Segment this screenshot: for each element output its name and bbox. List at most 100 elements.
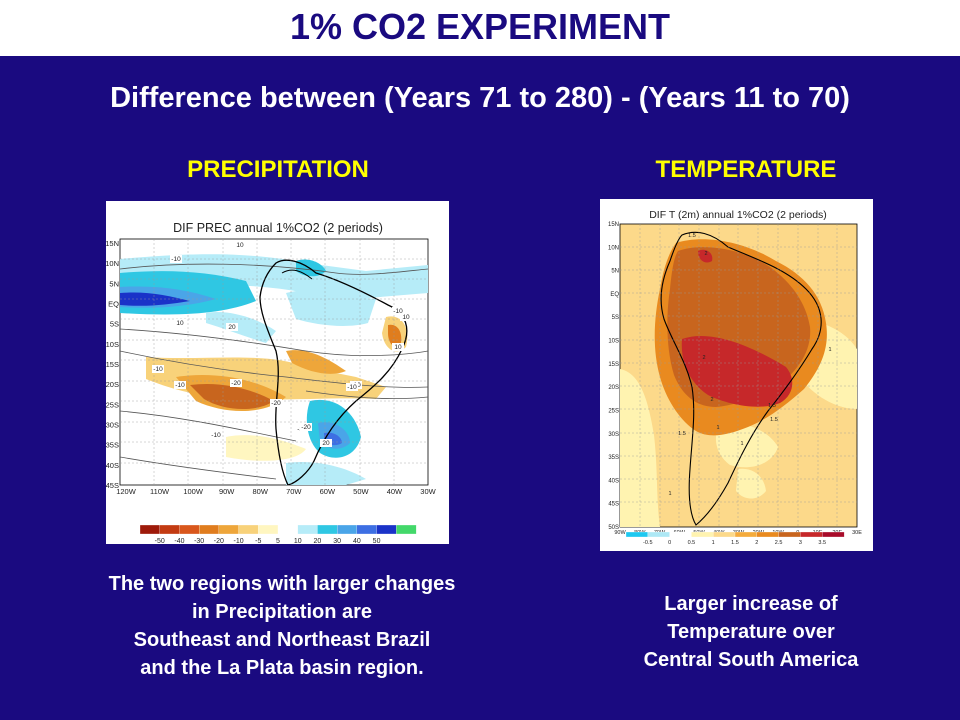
contour-label: -20 — [231, 380, 241, 387]
contour-label: 1 — [740, 441, 743, 447]
lon-tick-label: 90W — [219, 487, 235, 496]
slide-subtitle: Difference between (Years 71 to 280) - (… — [110, 82, 850, 114]
legend-swatch — [756, 531, 780, 538]
precipitation-lat-labels: 15N 10N 5N EQ 5S 10S 15S 20S 25S 30S 35S 40S 45S — [106, 239, 119, 490]
legend-label: 50 — [373, 538, 381, 544]
contour-label-bg — [270, 399, 282, 407]
lat-tick-label: EQ — [610, 292, 619, 298]
contour-label: -20 — [301, 424, 311, 431]
lon-tick-label: 30E — [852, 530, 862, 536]
lat-tick-label: 20S — [608, 385, 619, 391]
legend-label: 30 — [333, 538, 341, 544]
legend-swatch — [159, 524, 180, 535]
legend-label: -20 — [214, 538, 224, 544]
slide-title: 1% CO2 EXPERIMENT — [289, 6, 671, 47]
caption-line: Central South America — [643, 649, 859, 671]
legend-label: 20 — [314, 538, 322, 544]
legend-label: 40 — [353, 538, 361, 544]
contour-label: 1 — [668, 491, 671, 497]
lat-tick-label: 5S — [110, 320, 119, 329]
lat-tick-label: 15N — [608, 222, 619, 228]
contour-label-bg — [210, 431, 222, 439]
contour-label-bg — [226, 323, 238, 331]
precipitation-contour-labels: 10-101020-10-10-20-10-20-10-2010-10-1020… — [152, 241, 412, 447]
legend-label: 1 — [712, 540, 715, 546]
legend-label: 0 — [668, 540, 671, 546]
lat-tick-label: 10S — [106, 340, 119, 349]
precipitation-map: DIF PREC annual 1%CO2 (2 periods) — [106, 201, 449, 544]
lat-tick-label: 5N — [611, 269, 619, 275]
contour-label-bg — [174, 319, 186, 327]
lat-tick-label: 15N — [106, 239, 119, 248]
contour-label-bg — [170, 255, 182, 263]
temperature-caption: Larger increase of Temperature over Cent… — [600, 590, 902, 674]
caption-line: The two regions with larger changes — [108, 573, 456, 595]
contour-label: 2 — [710, 397, 713, 403]
lon-tick-label: 120W — [116, 487, 137, 496]
precipitation-shading — [120, 254, 428, 485]
lat-tick-label: 50S — [608, 525, 619, 531]
legend-label: 2 — [755, 540, 758, 546]
lat-tick-label: 5S — [612, 315, 619, 321]
contour-label-bg — [392, 343, 404, 351]
contour-label: 1.5 — [768, 403, 776, 409]
legend-swatch — [396, 524, 417, 535]
temperature-map-title: DIF T (2m) annual 1%CO2 (2 periods) — [649, 209, 827, 221]
precipitation-map-title: DIF PREC annual 1%CO2 (2 periods) — [173, 221, 383, 235]
legend-swatch — [691, 531, 714, 538]
lat-tick-label: 15S — [106, 360, 119, 369]
lat-tick-label: 20S — [106, 380, 119, 389]
contour-label-bg — [230, 379, 242, 387]
lat-tick-label: 10N — [106, 259, 119, 268]
contour-label: 1.5 — [678, 431, 686, 437]
legend-swatch — [317, 524, 338, 535]
temperature-grid — [620, 224, 857, 527]
lon-tick-label: 40W — [387, 487, 403, 496]
legend-swatch — [356, 524, 378, 535]
south-america-coastline — [660, 231, 822, 526]
legend-labels: -50 -40 -30 -20 -10 -5 5 10 20 30 40 50 — [155, 538, 381, 544]
lat-tick-label: 25S — [608, 408, 619, 414]
legend-labels: -0.5 0 0.5 1 1.5 2 2.5 3 3.5 — [643, 540, 826, 546]
legend-swatch — [297, 524, 318, 535]
contour-label-bg — [300, 423, 312, 431]
legend-label: 1.5 — [731, 540, 739, 546]
contour-label: 1.5 — [688, 233, 696, 239]
contour-label: -20 — [271, 400, 281, 407]
legend-label: 10 — [294, 538, 302, 544]
temperature-map: DIF T (2m) annual 1%CO2 (2 periods) 15N 1… — [600, 199, 873, 551]
legend-swatch — [669, 531, 692, 538]
contour-label: -10 — [153, 366, 163, 373]
contour-label: 20 — [228, 324, 236, 331]
lon-tick-label: 50W — [353, 487, 369, 496]
caption-line: Larger increase of — [664, 593, 838, 615]
caption-line: Southeast and Northeast Brazil — [133, 629, 431, 651]
contour-label-bg — [392, 307, 404, 315]
lon-tick-label: 110W — [150, 487, 170, 496]
legend-label: -5 — [255, 538, 261, 544]
legend-swatch — [258, 524, 279, 535]
lon-tick-label: 70W — [286, 487, 302, 496]
contour-label-bg — [320, 439, 332, 447]
temperature-legend: -0.5 0 0.5 1 1.5 2 2.5 3 3.5 — [625, 531, 845, 546]
legend-label: -40 — [174, 538, 184, 544]
legend-swatch — [625, 531, 649, 538]
temperature-contour-labels: 1.5 2 1 2 2 1.5 1 1.5 1 1.5 1 — [668, 233, 831, 497]
legend-swatch — [713, 531, 736, 538]
legend-label: 0.5 — [688, 540, 696, 546]
lat-tick-label: 5N — [109, 279, 119, 288]
contour-label-bg — [400, 313, 412, 321]
precipitation-grid — [120, 239, 428, 485]
legend-swatch — [376, 524, 397, 535]
contour-label: 1 — [828, 347, 831, 353]
lat-tick-label: 10N — [608, 245, 619, 251]
legend-swatch — [822, 531, 845, 538]
legend-label: 2.5 — [775, 540, 783, 546]
contour-label: 20 — [322, 440, 330, 447]
title-bar — [0, 0, 960, 56]
lat-tick-label: 35S — [106, 441, 119, 450]
legend-swatch — [218, 524, 240, 535]
precipitation-header: PRECIPITATION — [187, 156, 369, 183]
south-america-coastline — [259, 259, 408, 485]
lon-tick-label: 80W — [253, 487, 269, 496]
